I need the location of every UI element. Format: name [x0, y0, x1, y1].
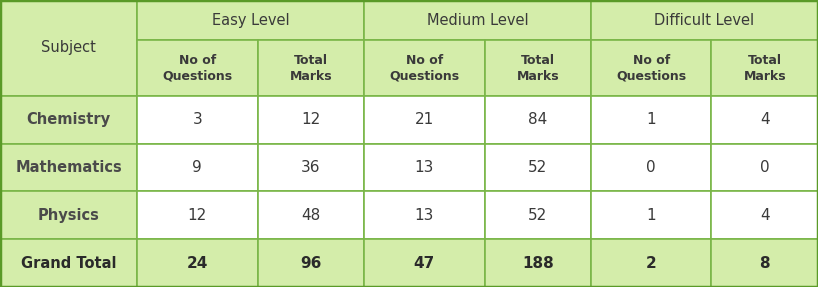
Bar [0, 191, 137, 239]
Bar [591, 0, 818, 40]
Text: Subject: Subject [41, 40, 96, 55]
Text: 188: 188 [522, 256, 554, 271]
Bar [591, 239, 712, 287]
Bar [0, 0, 137, 96]
Text: Total
Marks: Total Marks [744, 54, 786, 83]
Bar [137, 40, 258, 96]
Text: Mathematics: Mathematics [16, 160, 122, 175]
Text: Physics: Physics [38, 208, 100, 223]
Bar [364, 96, 484, 144]
Bar [484, 40, 591, 96]
Text: 4: 4 [760, 112, 770, 127]
Text: 1: 1 [646, 112, 656, 127]
Bar [591, 96, 712, 144]
Text: 13: 13 [415, 208, 434, 223]
Bar [137, 0, 364, 40]
Text: 12: 12 [187, 208, 207, 223]
Bar [258, 144, 364, 191]
Text: No of
Questions: No of Questions [162, 54, 232, 83]
Bar [364, 191, 484, 239]
Bar [364, 144, 484, 191]
Text: 0: 0 [760, 160, 770, 175]
Bar [0, 239, 137, 287]
Text: Chemistry: Chemistry [26, 112, 110, 127]
Bar [484, 191, 591, 239]
Text: 1: 1 [646, 208, 656, 223]
Bar [364, 239, 484, 287]
Text: Grand Total: Grand Total [20, 256, 116, 271]
Bar [137, 144, 258, 191]
Bar [258, 239, 364, 287]
Text: 12: 12 [301, 112, 321, 127]
Text: 48: 48 [301, 208, 321, 223]
Bar [364, 40, 484, 96]
Bar [484, 96, 591, 144]
Bar [712, 239, 818, 287]
Text: 96: 96 [300, 256, 321, 271]
Bar [712, 96, 818, 144]
Text: No of
Questions: No of Questions [389, 54, 460, 83]
Bar [258, 96, 364, 144]
Text: 84: 84 [528, 112, 547, 127]
Text: No of
Questions: No of Questions [616, 54, 686, 83]
Text: 0: 0 [646, 160, 656, 175]
Bar [712, 40, 818, 96]
Bar [137, 239, 258, 287]
Bar [364, 0, 591, 40]
Text: Difficult Level: Difficult Level [654, 13, 754, 28]
Text: 8: 8 [759, 256, 770, 271]
Bar [258, 191, 364, 239]
Text: Total
Marks: Total Marks [290, 54, 332, 83]
Bar [0, 96, 137, 144]
Bar [591, 144, 712, 191]
Bar [712, 191, 818, 239]
Text: 3: 3 [192, 112, 202, 127]
Text: 4: 4 [760, 208, 770, 223]
Bar [258, 40, 364, 96]
Text: Easy Level: Easy Level [212, 13, 290, 28]
Text: 36: 36 [301, 160, 321, 175]
Bar [712, 144, 818, 191]
Text: Total
Marks: Total Marks [516, 54, 559, 83]
Text: 2: 2 [646, 256, 657, 271]
Bar [484, 144, 591, 191]
Text: 13: 13 [415, 160, 434, 175]
Bar [591, 191, 712, 239]
Bar [0, 144, 137, 191]
Text: 24: 24 [187, 256, 208, 271]
Bar [137, 191, 258, 239]
Text: Medium Level: Medium Level [427, 13, 528, 28]
Bar [591, 40, 712, 96]
Bar [484, 239, 591, 287]
Bar [137, 96, 258, 144]
Text: 47: 47 [414, 256, 435, 271]
Text: 9: 9 [192, 160, 202, 175]
Text: 52: 52 [528, 208, 547, 223]
Text: 52: 52 [528, 160, 547, 175]
Text: 21: 21 [415, 112, 434, 127]
